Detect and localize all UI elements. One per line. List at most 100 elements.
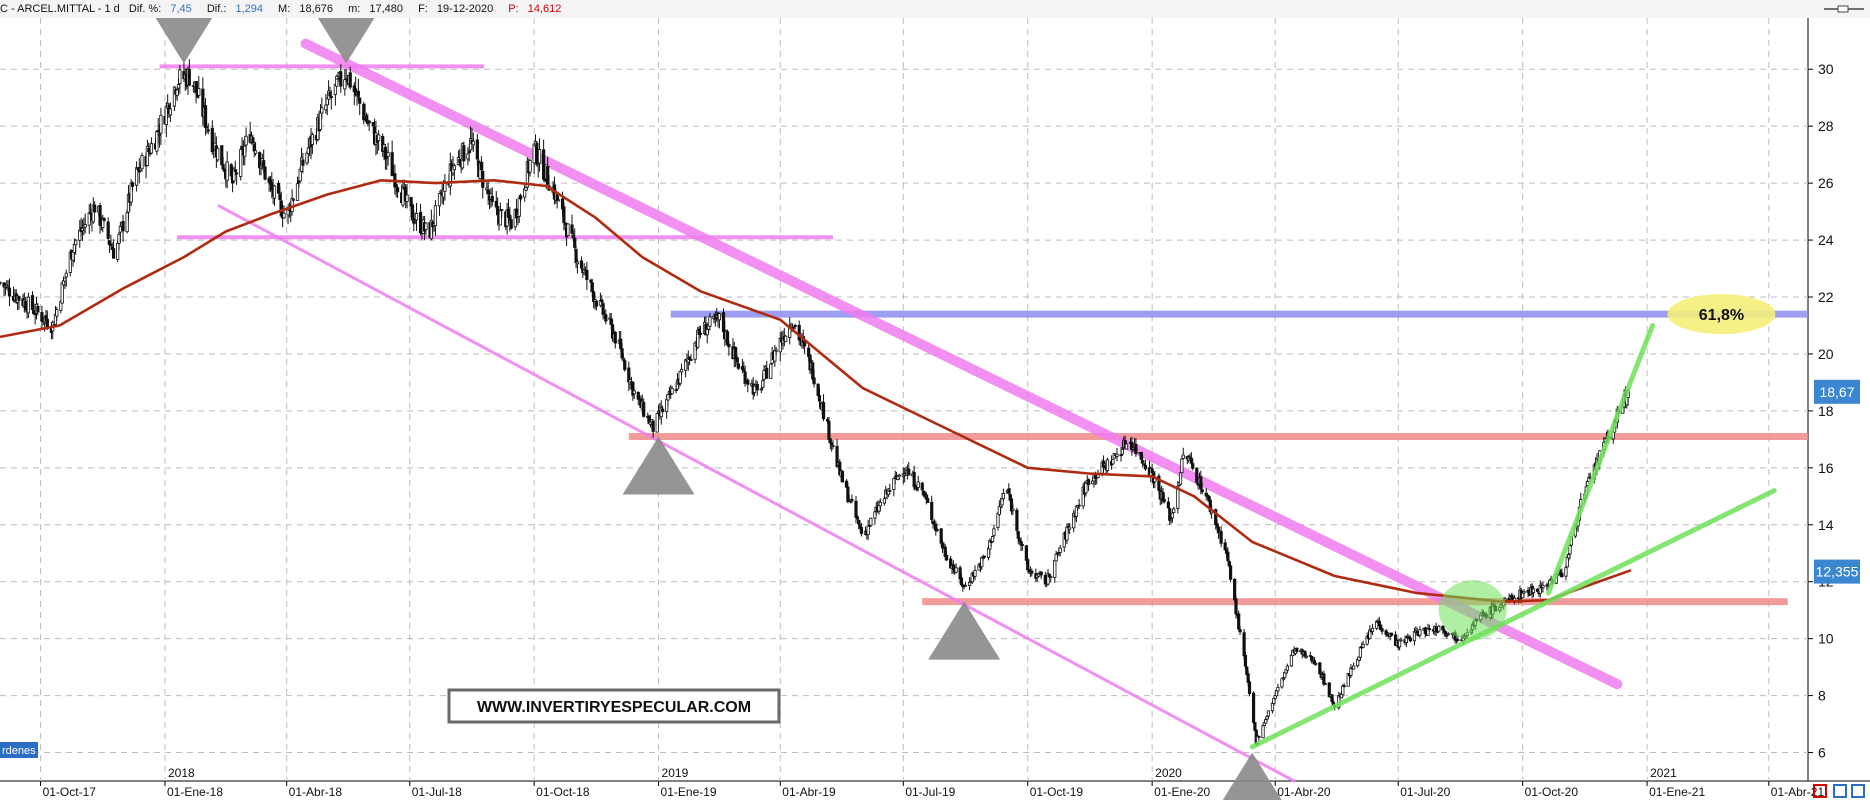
candle-body [367, 120, 371, 124]
candle-body [410, 204, 415, 221]
y-tick-label: 16 [1818, 460, 1834, 476]
candle-body [1119, 454, 1123, 457]
price-tag-box [1814, 559, 1860, 584]
candle-body [1358, 646, 1362, 658]
candle-body [1564, 567, 1568, 577]
y-tick-label: 28 [1818, 118, 1834, 134]
candle-body [36, 305, 40, 313]
candle-body [840, 470, 845, 483]
marker-top-1 [155, 18, 213, 64]
candle-body [239, 149, 243, 177]
candle-body [1304, 655, 1308, 658]
candle-body [1219, 531, 1223, 544]
candle-body [253, 150, 258, 154]
candle-body [30, 295, 35, 310]
x-tick-label: 01-Ene-20 [1154, 785, 1210, 799]
orders-tag-box [0, 742, 38, 758]
candle-body [746, 379, 750, 385]
candle-body [291, 198, 296, 201]
price-tag: 18,67 [1814, 379, 1860, 404]
candle-body [481, 170, 485, 188]
year-label: 2019 [662, 766, 689, 780]
candle-body [63, 277, 67, 282]
candle-body [915, 488, 919, 491]
candle-body [913, 485, 918, 490]
date-label: F: [418, 3, 428, 15]
candle-body [590, 282, 594, 292]
candle-body [1178, 472, 1183, 485]
candle-body [1026, 559, 1030, 571]
candle-body [604, 314, 608, 322]
candle-body [816, 383, 820, 396]
candle-body [1150, 468, 1154, 474]
candle-body [939, 528, 943, 544]
trendline-uptrend-steep [1545, 322, 1655, 596]
chart-scroll-control[interactable] [1822, 2, 1866, 16]
candle-body [343, 79, 347, 90]
candle-body [1053, 560, 1057, 578]
candle-body [109, 244, 113, 246]
candle-body [1384, 630, 1388, 635]
x-tick-label: 01-Jul-20 [1400, 785, 1450, 799]
candle-body [418, 211, 423, 234]
candle-body [1322, 673, 1326, 685]
p-value: 14,612 [527, 3, 562, 15]
candle-body [1246, 673, 1250, 683]
candle-body [1418, 629, 1422, 636]
candle-body [414, 213, 419, 221]
x-tick-label: 01-Oct-17 [43, 785, 97, 799]
candle-body [986, 547, 991, 558]
candle-body [817, 395, 822, 402]
candle-body [1253, 721, 1257, 731]
candle-body [693, 342, 697, 360]
y-tick-label: 8 [1818, 688, 1826, 704]
candle-body [1522, 590, 1526, 594]
candle-body [1370, 627, 1375, 632]
candle-body [725, 331, 730, 346]
candle-body [542, 149, 546, 180]
candle-body [563, 222, 567, 226]
price-chart[interactable]: 01-Oct-17 01-Ene-18 01-Abr-18 01-Jul-18 01-O… [0, 18, 1870, 800]
candle-body [221, 164, 225, 170]
candle-body [98, 205, 102, 226]
candle-body [990, 536, 995, 543]
candle-body [157, 134, 162, 136]
y-tick-label: 10 [1818, 631, 1834, 647]
candle-body [1238, 629, 1242, 633]
x-tick-label: 01-Oct-20 [1525, 785, 1579, 799]
candle-body [1105, 459, 1110, 471]
x-tick-label: 01-Oct-19 [1030, 785, 1084, 799]
candle-body [1423, 627, 1427, 635]
candle-body [992, 528, 996, 536]
candle-body [297, 180, 301, 184]
candle-body [896, 475, 900, 480]
candle-body [613, 331, 617, 344]
candle-body [1115, 453, 1119, 457]
candle-body [168, 108, 172, 116]
candle-body [1330, 694, 1334, 703]
candle-body [537, 149, 542, 164]
candle-body [705, 329, 709, 336]
marker-bottom-1 [622, 436, 695, 495]
candle-body [1521, 592, 1525, 599]
candle-body [825, 419, 830, 422]
candle-body [111, 248, 116, 259]
candle-body [210, 127, 214, 153]
candle-body [743, 371, 747, 384]
candle-body [1276, 687, 1280, 692]
price-tag-box [1814, 379, 1860, 404]
candle-body [631, 381, 635, 396]
candle-body [72, 244, 76, 253]
candle-body [1234, 598, 1238, 615]
candle-body [1181, 454, 1185, 459]
candle-body [1323, 683, 1327, 685]
candle-body [844, 480, 849, 488]
candle-body [116, 242, 120, 260]
year-label: 2020 [1155, 766, 1182, 780]
candle-body [1380, 628, 1384, 632]
candle-body [1180, 458, 1184, 474]
candle-body [1001, 492, 1005, 500]
candle-body [811, 362, 815, 380]
candle-body [765, 367, 769, 379]
candle-body [405, 194, 409, 203]
